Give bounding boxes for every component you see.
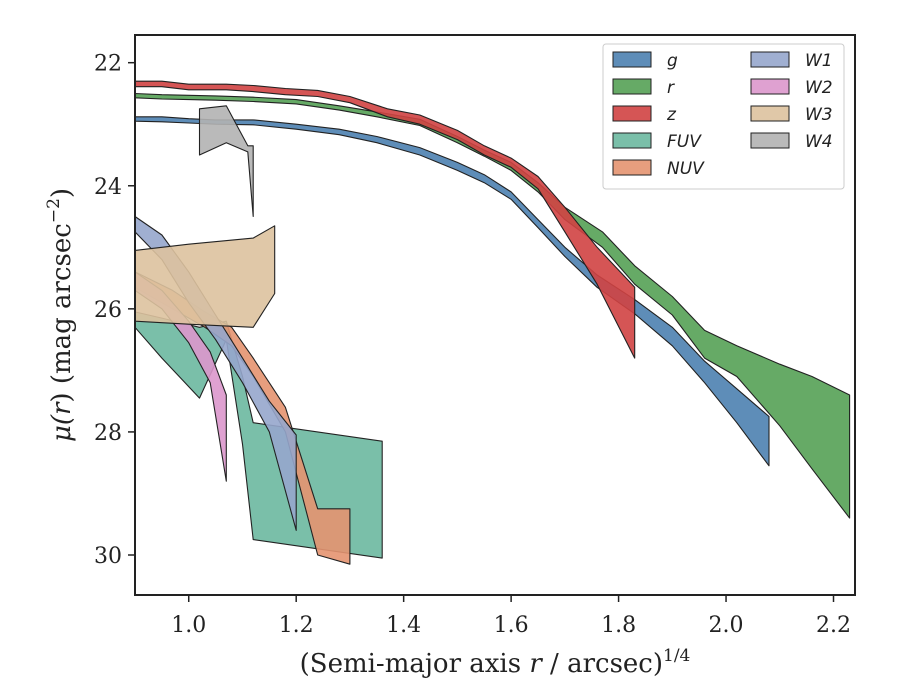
y-axis-label-main: μ( — [47, 414, 77, 442]
y-axis-ticks: 22 24 26 28 30 — [94, 52, 135, 569]
y-axis-label: μ(r) (mag arcsec−2) — [44, 188, 77, 442]
legend-label-w3: W3 — [805, 105, 833, 125]
legend-label-w1: W1 — [805, 51, 833, 71]
y-tick-label: 28 — [94, 421, 122, 446]
legend: grz FUV NUV W1 W2 W3 W4 — [602, 43, 845, 190]
y-axis-label-var: r — [47, 401, 77, 415]
band-w3 — [134, 225, 276, 328]
legend-swatch-z — [612, 105, 652, 122]
x-axis-label-exponent: 1/4 — [663, 646, 690, 666]
x-tick-label: 2.2 — [816, 613, 851, 638]
x-axis-label-tail: / arcsec) — [542, 649, 663, 679]
y-tick-label: 26 — [94, 298, 122, 323]
x-axis-label-var: r — [529, 649, 543, 679]
x-tick-label: 2.0 — [709, 613, 744, 638]
x-axis-ticks: 1.0 1.2 1.4 1.6 1.8 2.0 2.2 — [171, 595, 851, 638]
legend-swatch-r — [612, 78, 652, 95]
x-tick-label: 1.2 — [279, 613, 314, 638]
y-tick-label: 24 — [94, 175, 122, 200]
legend-swatch-w2 — [750, 78, 790, 95]
x-tick-label: 1.4 — [386, 613, 421, 638]
band-z — [134, 80, 636, 359]
legend-label-w2: W2 — [805, 78, 833, 98]
legend-items: grz FUV NUV W1 W2 W3 W4 — [612, 51, 833, 179]
y-axis-label-tail: ) (mag arcsec — [47, 223, 77, 402]
band-g — [134, 116, 770, 467]
x-axis-label-main: (Semi-major axis — [300, 649, 530, 679]
legend-swatch-w1 — [750, 51, 790, 68]
x-tick-label: 1.0 — [171, 613, 206, 638]
plot-frame — [134, 34, 856, 596]
legend-label-z: z — [666, 105, 677, 125]
band-w4 — [198, 105, 254, 218]
y-axis-label-exponent: −2 — [44, 198, 64, 223]
area-layer — [134, 80, 851, 565]
x-tick-label: 1.8 — [601, 613, 636, 638]
legend-swatch-g — [612, 51, 652, 68]
legend-swatch-w4 — [750, 132, 790, 149]
y-axis-label-close: ) — [47, 188, 77, 198]
y-tick-label: 22 — [94, 52, 122, 77]
y-tick-label: 30 — [94, 544, 122, 569]
legend-label-nuv: NUV — [667, 159, 705, 179]
legend-swatch-nuv — [612, 159, 652, 176]
x-tick-label: 1.6 — [494, 613, 529, 638]
legend-swatch-w3 — [750, 105, 790, 122]
legend-label-g: g — [667, 51, 678, 71]
legend-label-r: r — [667, 78, 675, 98]
legend-label-w4: W4 — [805, 132, 833, 152]
x-axis-label: (Semi-major axis r / arcsec)1/4 — [300, 646, 691, 679]
legend-swatch-fuv — [612, 132, 652, 149]
legend-label-fuv: FUV — [667, 132, 702, 152]
